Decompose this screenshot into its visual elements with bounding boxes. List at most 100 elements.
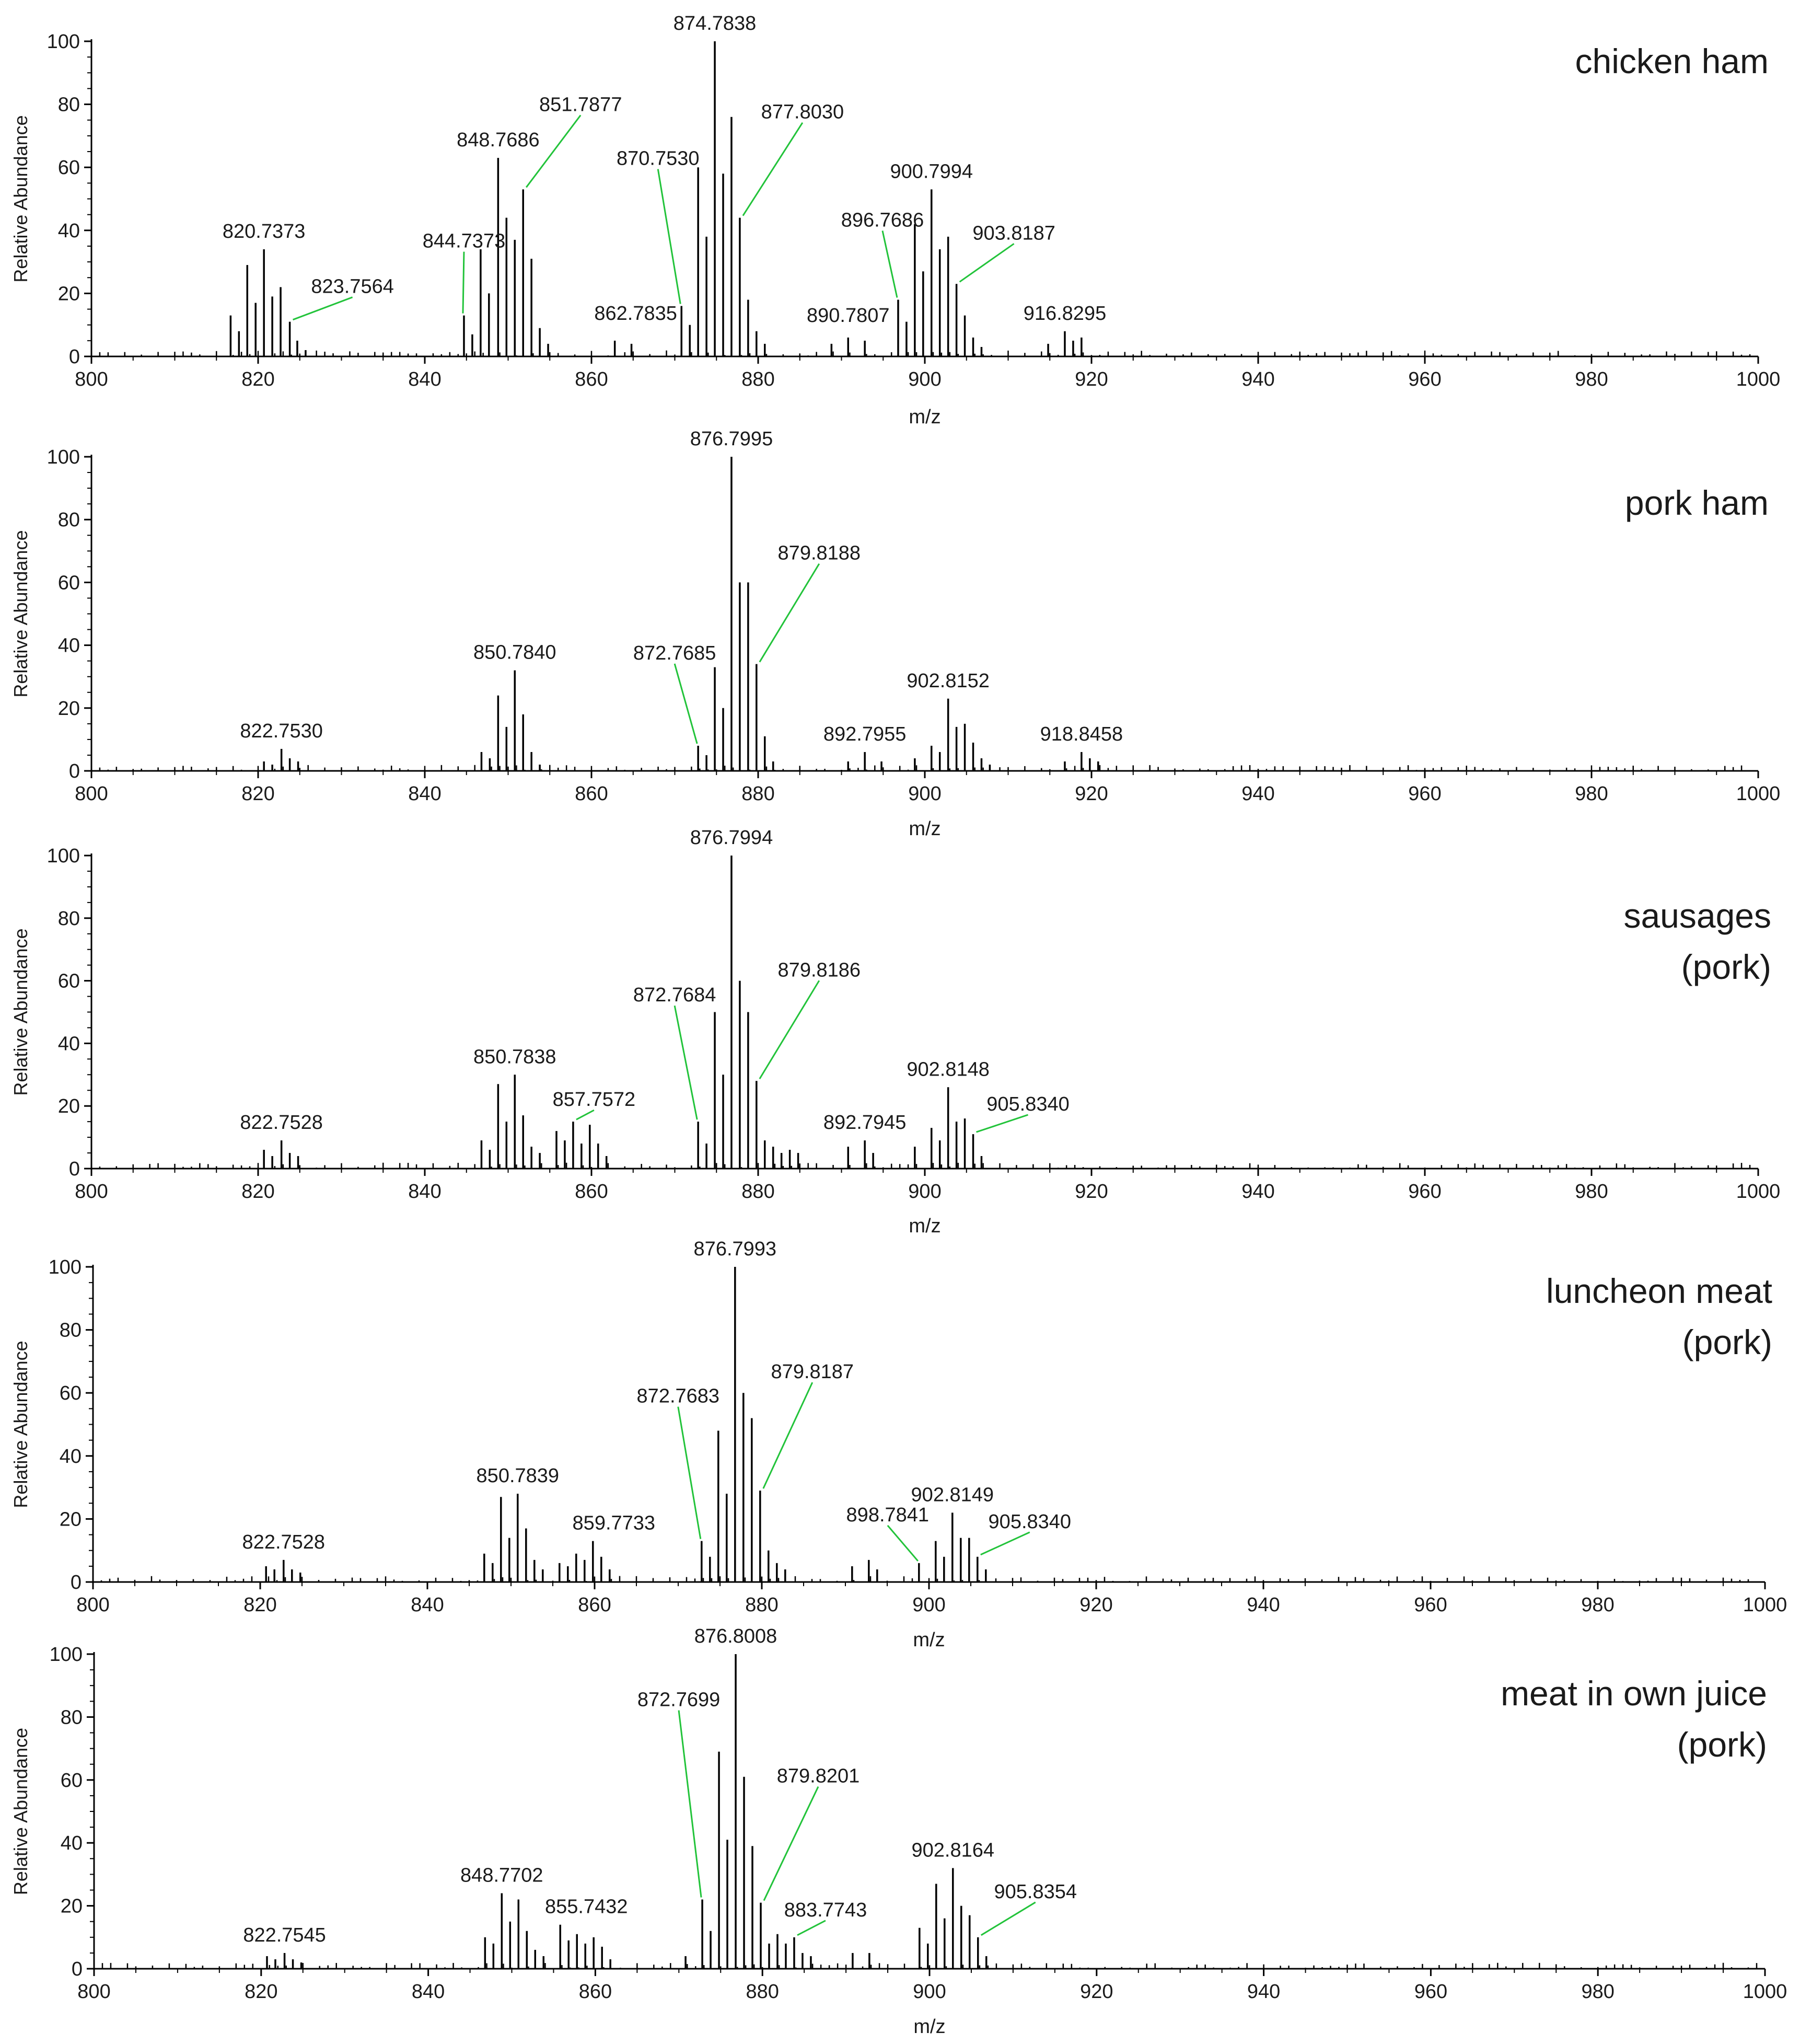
label-leader-line [657, 169, 681, 304]
x-tick-label: 960 [1414, 1594, 1447, 1616]
peak-label: 905.8354 [994, 1881, 1077, 1903]
peaks [263, 457, 1099, 771]
baseline-noise [99, 765, 1743, 771]
label-leader-line [742, 122, 804, 216]
x-tick-label: 980 [1581, 1594, 1614, 1616]
x-tick-label: 900 [908, 783, 941, 805]
y-tick-label: 40 [61, 1832, 83, 1854]
x-tick-label: 900 [908, 1181, 941, 1203]
x-tick-label: 860 [579, 1981, 612, 2003]
x-tick-label: 880 [745, 1594, 778, 1616]
peaks [263, 856, 983, 1169]
label-leader-line [887, 1525, 919, 1562]
y-tick-label: 0 [69, 346, 80, 368]
y-tick-label: 0 [69, 1158, 80, 1180]
x-tick-label: 1000 [1736, 783, 1781, 805]
y-axis-title: Relative Abundance [10, 1341, 31, 1508]
x-tick-label: 940 [1241, 783, 1274, 805]
peak-label: 883.7743 [784, 1899, 867, 1921]
x-tick-label: 920 [1080, 1981, 1113, 2003]
x-tick-label: 920 [1075, 368, 1108, 390]
y-tick-label: 100 [47, 31, 80, 53]
y-tick-label: 0 [71, 1572, 82, 1593]
x-tick-label: 820 [243, 1594, 276, 1616]
peak-label: 879.8186 [778, 959, 861, 981]
x-tick-label: 880 [741, 1181, 774, 1203]
peaks [265, 1267, 987, 1582]
label-leader-line [797, 1920, 826, 1936]
x-tick-label: 1000 [1743, 1594, 1787, 1616]
y-tick-label: 0 [72, 1958, 83, 1980]
y-tick-label: 60 [58, 157, 80, 179]
peak-label: 822.7528 [242, 1531, 326, 1553]
y-axis-title: Relative Abundance [10, 115, 31, 282]
panel-title: luncheon meat (pork) [1546, 1272, 1772, 1361]
y-axis-title: Relative Abundance [10, 928, 31, 1095]
label-leader-line [576, 1109, 595, 1121]
x-axis-title: m/z [909, 406, 940, 428]
spectrum-panel-2: 0 20 40 60 80 100 800 820 840 860 880 900 920 940 960 9… [10, 428, 1780, 840]
peak-label: 918.8458 [1040, 723, 1123, 745]
peak-label: 879.8201 [777, 1765, 860, 1787]
peak-label: 850.7840 [473, 642, 556, 664]
y-tick-label: 80 [60, 1320, 82, 1342]
y-tick-label: 20 [58, 283, 80, 305]
x-tick-label: 880 [741, 783, 774, 805]
peaks [229, 41, 1083, 356]
peak-label: 870.7530 [617, 148, 700, 170]
peak-label: 872.7699 [637, 1689, 721, 1711]
x-tick-label: 920 [1075, 783, 1108, 805]
y-tick-label: 80 [58, 94, 80, 116]
y-tick-label: 60 [58, 572, 80, 594]
peak-label: 876.7993 [694, 1238, 777, 1260]
peak-label: 851.7877 [539, 94, 622, 116]
peak-label: 876.7995 [690, 428, 773, 450]
x-tick-label: 940 [1247, 1981, 1280, 2003]
panel-title-line: (pork) [1682, 1323, 1772, 1361]
x-tick-label: 800 [76, 1594, 109, 1616]
x-tick-label: 960 [1408, 1181, 1441, 1203]
peak-label: 848.7686 [457, 129, 540, 151]
peak-label: 862.7835 [594, 303, 677, 325]
x-tick-label: 920 [1079, 1594, 1112, 1616]
x-tick-label: 960 [1414, 1981, 1447, 2003]
peak-label: 872.7683 [637, 1385, 720, 1407]
x-tick-label: 860 [575, 783, 608, 805]
peak-label: 916.8295 [1024, 303, 1107, 325]
peak-label: 822.7528 [240, 1112, 323, 1134]
x-tick-label: 960 [1408, 368, 1441, 390]
y-tick-label: 100 [49, 1256, 82, 1278]
baseline-noise [99, 350, 1751, 356]
peak-label: 879.8188 [778, 542, 861, 564]
x-tick-label: 820 [241, 368, 274, 390]
x-tick-label: 820 [241, 1181, 274, 1203]
peak-label: 902.8148 [907, 1058, 990, 1080]
x-tick-label: 900 [913, 1981, 946, 2003]
label-leader-line [980, 1531, 1030, 1556]
peak-label: 902.8152 [907, 670, 990, 692]
y-tick-label: 20 [60, 1508, 82, 1530]
x-tick-label: 940 [1247, 1594, 1280, 1616]
y-tick-label: 40 [58, 635, 80, 657]
panel-title-line: luncheon meat [1546, 1272, 1772, 1310]
peak-label: 905.8340 [986, 1093, 1070, 1115]
peak-label: 857.7572 [553, 1089, 636, 1111]
x-tick-label: 800 [75, 1181, 108, 1203]
peak-label: 905.8340 [989, 1511, 1072, 1533]
peak-label: 877.8030 [761, 101, 844, 123]
label-leader-line [759, 980, 820, 1080]
panel-title-line: pork ham [1625, 483, 1769, 522]
y-tick-label: 20 [61, 1896, 83, 1918]
x-axis-title: m/z [913, 1629, 945, 1651]
panel-title: sausages (pork) [1623, 896, 1771, 986]
peak-label: 896.7686 [841, 209, 924, 231]
x-axis-title: m/z [909, 1215, 940, 1237]
y-tick-label: 0 [69, 760, 80, 782]
x-tick-label: 1000 [1736, 1181, 1781, 1203]
x-tick-label: 840 [408, 368, 441, 390]
baseline-noise [100, 1576, 1749, 1582]
panel-title: pork ham [1625, 483, 1769, 522]
x-tick-label: 800 [75, 368, 108, 390]
y-tick-label: 20 [58, 698, 80, 720]
label-leader-line [959, 243, 1015, 283]
